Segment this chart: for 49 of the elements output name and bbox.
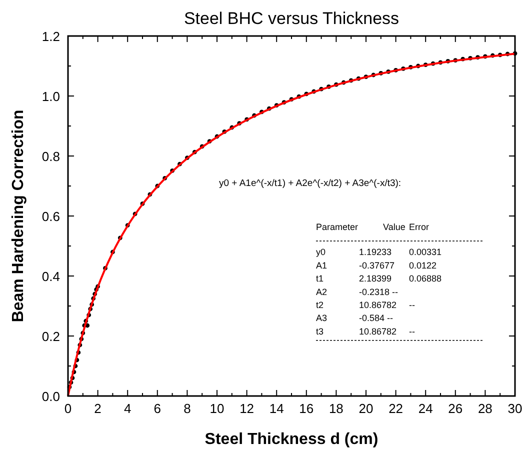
annotation: 10.86782 — [359, 300, 397, 310]
annotation: -0.37677 — [359, 260, 395, 270]
x-tick-label: 6 — [154, 401, 162, 416]
annotation: 0.00331 — [409, 247, 442, 258]
x-tick-label: 14 — [269, 401, 284, 416]
annotation: -- — [409, 300, 415, 310]
annotation: 0.06888 — [409, 274, 442, 284]
y-tick-label: 0.2 — [42, 329, 60, 344]
annotation: 1.19233 — [359, 247, 392, 258]
x-tick-label: 16 — [299, 401, 314, 416]
x-axis-title: Steel Thickness d (cm) — [204, 431, 378, 448]
x-tick-label: 20 — [358, 401, 374, 416]
annotation: t3 — [316, 326, 324, 336]
x-tick-label: 2 — [94, 401, 102, 416]
annotation: 0.0122 — [409, 260, 437, 270]
annotation: Value — [383, 222, 406, 232]
annotation: A3 — [316, 313, 328, 324]
annotation: y0 — [316, 247, 326, 258]
x-tick-label: 22 — [388, 401, 404, 416]
annotation: y0 + A1e^(-x/t1) + A2e^(-x/t2) + A3e^(-x/t3): — [219, 178, 402, 189]
annotation: -- — [409, 326, 415, 336]
y-tick-label: 0.6 — [42, 209, 60, 224]
annotation: 2.18399 — [359, 274, 392, 284]
annotation: Parameter — [316, 222, 358, 232]
x-tick-label: 26 — [448, 401, 463, 416]
chart-title: Steel BHC versus Thickness — [184, 9, 400, 28]
x-tick-label: 18 — [328, 401, 344, 416]
x-tick-label: 30 — [508, 401, 522, 416]
x-tick-label: 28 — [478, 401, 492, 416]
x-tick-label: 4 — [124, 401, 132, 416]
y-tick-label: 0.8 — [42, 149, 60, 164]
annotation: 10.86782 — [359, 326, 397, 336]
annotation: -0.2318 -- — [359, 286, 398, 297]
annotation: t1 — [316, 274, 324, 284]
annotation: -0.584 -- — [359, 313, 394, 324]
x-tick-label: 12 — [240, 401, 254, 416]
y-tick-label: 1.0 — [42, 89, 60, 104]
x-tick-label: 10 — [210, 401, 224, 416]
y-tick-label: 0.0 — [42, 389, 60, 404]
y-tick-label: 1.2 — [42, 29, 60, 44]
annotation: A2 — [316, 286, 328, 297]
annotation: t2 — [316, 300, 324, 310]
annotation: Error — [409, 222, 429, 232]
y-tick-label: 0.4 — [42, 269, 60, 284]
x-tick-label: 0 — [64, 401, 72, 416]
annotation: A1 — [316, 260, 328, 270]
y-axis-title: Beam Hardening Correction — [10, 110, 27, 322]
x-tick-label: 24 — [418, 401, 433, 416]
x-tick-label: 8 — [184, 401, 191, 416]
